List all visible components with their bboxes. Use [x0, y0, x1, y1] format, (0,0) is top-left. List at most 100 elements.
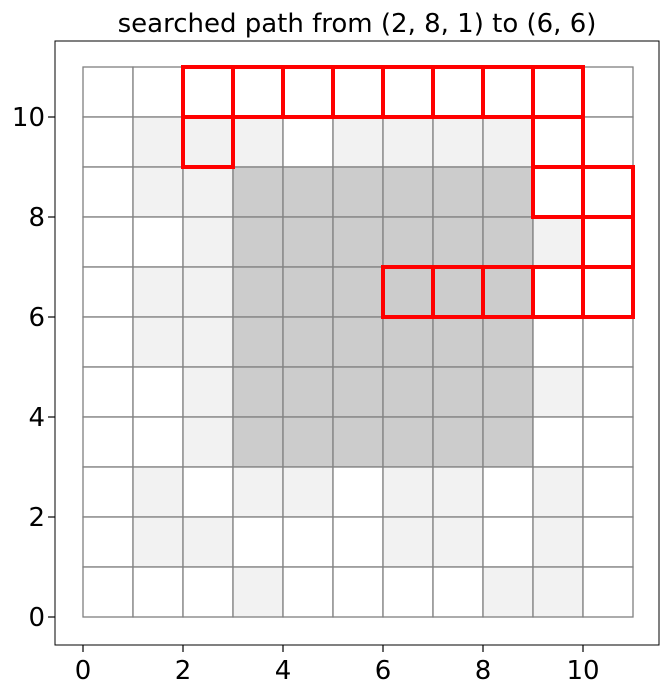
grid-cell — [482, 116, 534, 168]
heatmap-cells — [82, 66, 634, 618]
grid-cell — [232, 516, 284, 568]
grid-cell — [482, 366, 534, 418]
grid-cell — [82, 566, 134, 618]
grid-cell — [182, 466, 234, 518]
grid-cell — [282, 66, 334, 118]
grid-cell — [82, 266, 134, 318]
grid-cell — [182, 566, 234, 618]
grid-cell — [432, 316, 484, 368]
grid-cell — [482, 316, 534, 368]
grid-cell — [282, 516, 334, 568]
grid-cell — [132, 116, 184, 168]
x-axis: 0 2 4 6 8 10 — [75, 645, 600, 686]
y-axis: 0 2 4 6 8 10 — [12, 103, 55, 633]
grid-cell — [582, 316, 634, 368]
grid-cell — [382, 466, 434, 518]
grid-cell — [332, 416, 384, 468]
grid-cell — [232, 316, 284, 368]
grid-cell — [432, 366, 484, 418]
grid-cell — [182, 366, 234, 418]
x-tick-label: 6 — [375, 656, 392, 686]
grid-cell — [482, 416, 534, 468]
grid-cell — [432, 66, 484, 118]
grid-cell — [82, 166, 134, 218]
grid-cell — [482, 516, 534, 568]
y-tick-label: 4 — [28, 403, 45, 433]
y-tick-label: 10 — [12, 103, 45, 133]
grid-cell — [132, 566, 184, 618]
grid-cell — [282, 416, 334, 468]
y-tick-label: 0 — [28, 603, 45, 633]
grid-cell — [232, 416, 284, 468]
grid-cell — [332, 66, 384, 118]
grid-cell — [482, 266, 534, 318]
x-tick-label: 0 — [75, 656, 92, 686]
grid-cell — [332, 366, 384, 418]
grid-cell — [282, 266, 334, 318]
grid-cell — [282, 566, 334, 618]
grid-cell — [482, 216, 534, 268]
grid-cell — [532, 416, 584, 468]
grid-cell — [382, 366, 434, 418]
grid-cell — [382, 216, 434, 268]
path-cell — [381, 265, 435, 319]
grid-cell — [382, 416, 434, 468]
grid-cell — [282, 116, 334, 168]
grid-cell — [582, 66, 634, 118]
grid-cell — [582, 116, 634, 168]
grid-cell — [132, 516, 184, 568]
grid-cell — [182, 516, 234, 568]
grid-cell — [282, 316, 334, 368]
axes-frame — [54, 40, 660, 646]
grid-cell — [82, 366, 134, 418]
grid-cell — [582, 366, 634, 418]
grid-cell — [432, 516, 484, 568]
grid-cell — [232, 116, 284, 168]
grid-cell — [382, 316, 434, 368]
grid-cell — [182, 316, 234, 368]
chart-title: searched path from (2, 8, 1) to (6, 6) — [118, 9, 597, 39]
grid-cell — [232, 266, 284, 318]
path-overlay — [181, 65, 635, 319]
grid-cell — [532, 316, 584, 368]
grid-cell — [182, 66, 234, 118]
y-tick-label: 8 — [28, 203, 45, 233]
grid-cell — [432, 266, 484, 318]
grid-cell — [382, 266, 434, 318]
grid-cell — [332, 116, 384, 168]
grid-cell — [532, 366, 584, 418]
grid-cell — [482, 166, 534, 218]
grid-cell — [532, 266, 584, 318]
grid-cell — [182, 416, 234, 468]
grid-cell — [382, 566, 434, 618]
grid-cell — [182, 216, 234, 268]
grid-cell — [532, 566, 584, 618]
x-tick-label: 2 — [175, 656, 192, 686]
grid-cell — [432, 416, 484, 468]
grid-cell — [432, 466, 484, 518]
grid-cell — [132, 316, 184, 368]
grid-cell — [182, 166, 234, 218]
grid-cell — [82, 216, 134, 268]
grid-cell — [482, 66, 534, 118]
grid-cell — [282, 466, 334, 518]
grid-cell — [482, 466, 534, 518]
grid-cell — [132, 416, 184, 468]
grid-cell — [532, 466, 584, 518]
grid-cell — [82, 66, 134, 118]
grid-cell — [532, 166, 584, 218]
grid-cell — [132, 66, 184, 118]
grid-cell — [382, 516, 434, 568]
grid-cell — [232, 466, 284, 518]
grid-cell — [582, 166, 634, 218]
grid-cell — [332, 216, 384, 268]
grid-cell — [332, 266, 384, 318]
grid-cell — [532, 216, 584, 268]
grid-cell — [332, 466, 384, 518]
grid-cell — [82, 416, 134, 468]
grid-cell — [432, 166, 484, 218]
grid-cell — [232, 216, 284, 268]
grid-cell — [582, 416, 634, 468]
grid-cell — [182, 116, 234, 168]
